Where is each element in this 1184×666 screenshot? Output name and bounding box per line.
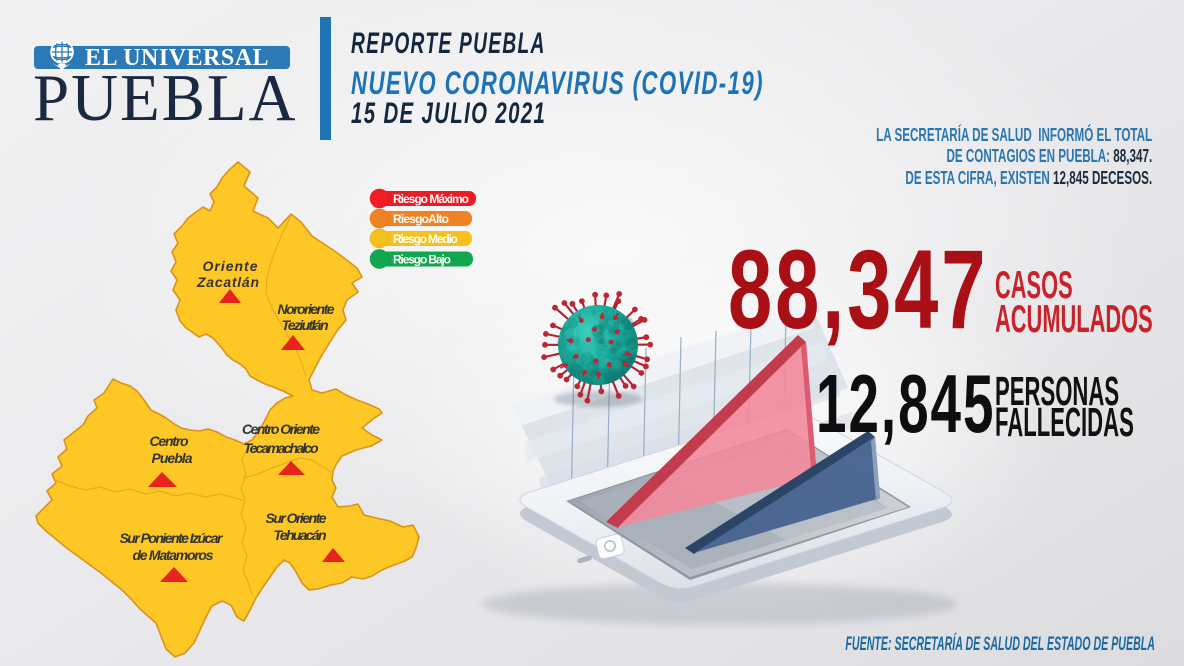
svg-text:Centro: Centro xyxy=(150,433,189,449)
svg-text:Riesgo Medio: Riesgo Medio xyxy=(393,232,458,246)
svg-text:Puebla: Puebla xyxy=(152,450,193,466)
svg-text:Tecamachalco: Tecamachalco xyxy=(244,440,319,456)
svg-text:Sur Oriente: Sur Oriente xyxy=(266,510,327,526)
svg-text:Riesgo Máximo: Riesgo Máximo xyxy=(393,192,469,206)
svg-text:Oriente: Oriente xyxy=(203,258,258,274)
svg-text:Nororiente: Nororiente xyxy=(278,301,335,317)
svg-text:Centro Oriente: Centro Oriente xyxy=(242,421,320,437)
svg-text:Tehuacán: Tehuacán xyxy=(274,527,327,543)
svg-text:Riesgo Bajo: Riesgo Bajo xyxy=(393,253,451,267)
svg-text:Zacatlán: Zacatlán xyxy=(196,274,259,290)
svg-text:RiesgoAlto: RiesgoAlto xyxy=(393,212,449,226)
svg-text:Teziutlán: Teziutlán xyxy=(282,317,329,333)
svg-text:de Matamoros: de Matamoros xyxy=(133,547,214,563)
svg-text:Sur Poniente Izúcar: Sur Poniente Izúcar xyxy=(120,530,225,546)
